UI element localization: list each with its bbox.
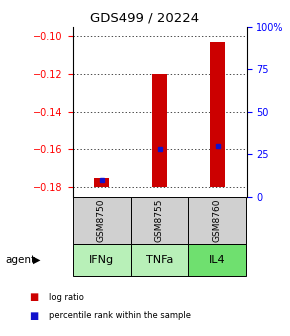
Text: GSM8750: GSM8750 xyxy=(97,198,106,242)
Bar xyxy=(94,178,109,187)
Text: log ratio: log ratio xyxy=(49,293,84,302)
Text: ■: ■ xyxy=(29,311,38,321)
Text: TNFa: TNFa xyxy=(146,255,173,264)
Text: IL4: IL4 xyxy=(209,255,226,264)
Text: percentile rank within the sample: percentile rank within the sample xyxy=(49,311,191,320)
Bar xyxy=(152,74,167,187)
Bar xyxy=(210,42,225,187)
Text: ■: ■ xyxy=(29,292,38,302)
Text: GSM8760: GSM8760 xyxy=(213,198,222,242)
Text: GSM8755: GSM8755 xyxy=(155,198,164,242)
Text: GDS499 / 20224: GDS499 / 20224 xyxy=(90,12,200,25)
Text: agent: agent xyxy=(6,255,36,264)
Text: ▶: ▶ xyxy=(33,255,41,264)
Text: IFNg: IFNg xyxy=(89,255,114,264)
